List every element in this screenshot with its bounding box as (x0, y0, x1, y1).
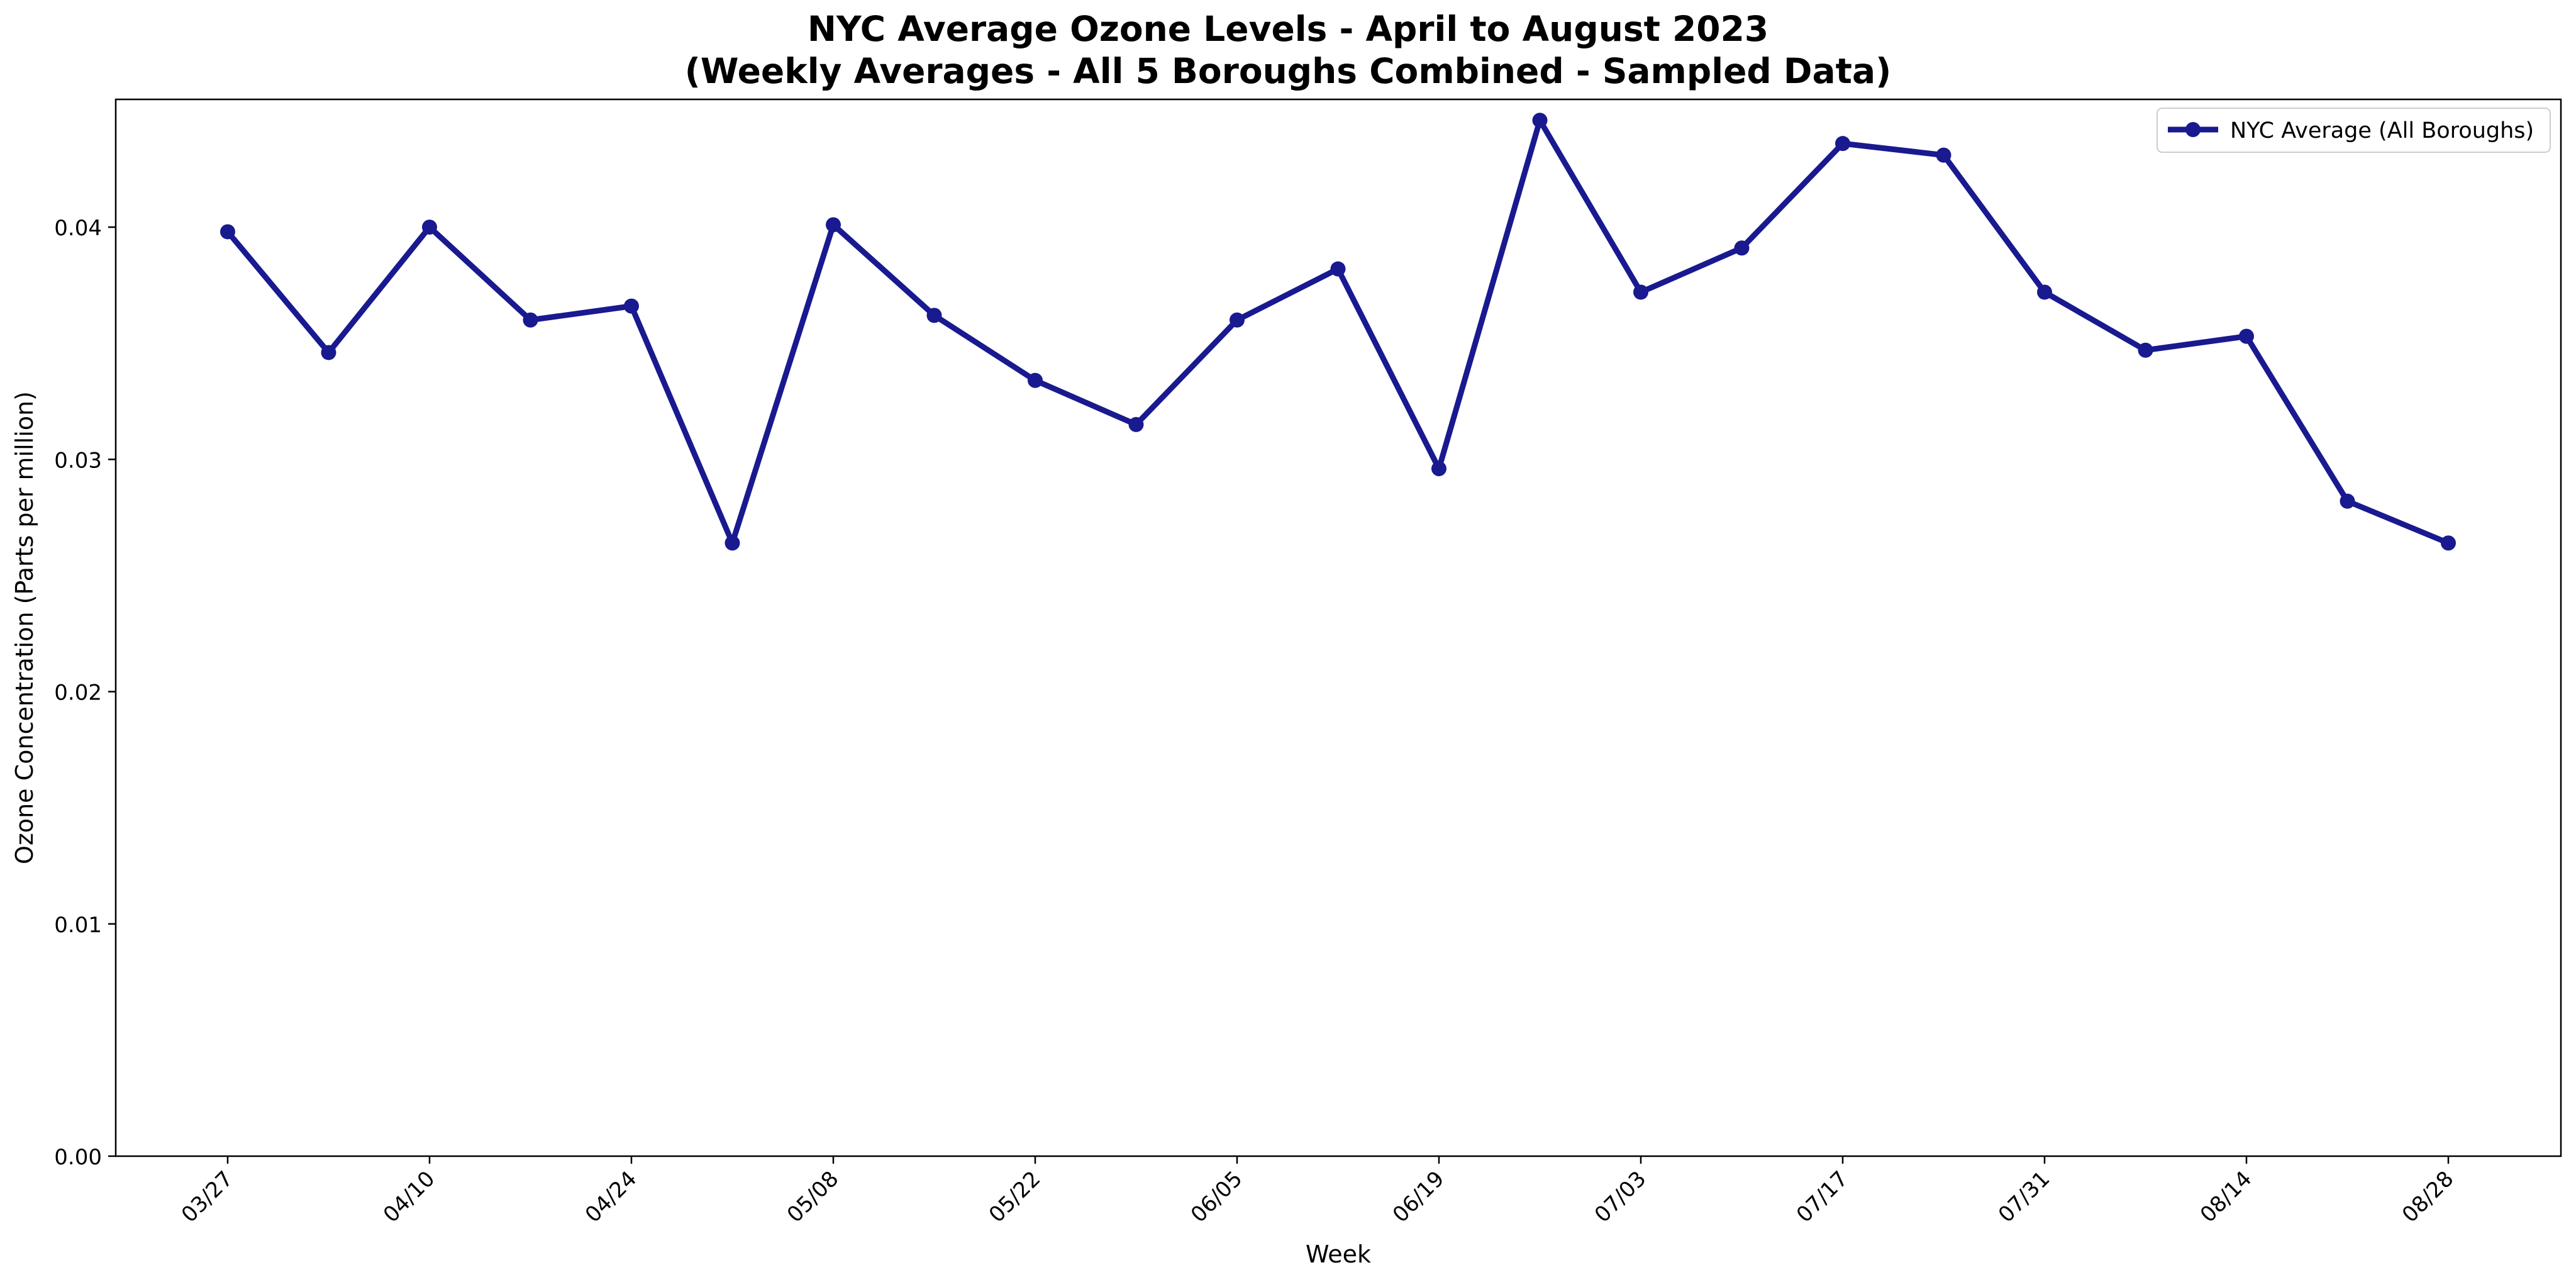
data-point (321, 345, 336, 360)
data-point (1936, 147, 1951, 163)
data-point (220, 224, 235, 240)
series-group (220, 113, 2456, 551)
data-point (1330, 261, 1346, 277)
y-axis-label: Ozone Concentration (Parts per million) (11, 391, 38, 864)
data-point (2239, 328, 2254, 344)
legend-point-marker (2185, 122, 2201, 137)
y-tick-label: 0.00 (54, 1145, 102, 1170)
data-point (826, 217, 841, 233)
chart-title-line-2: (Weekly Averages - All 5 Boroughs Combin… (685, 51, 1891, 91)
data-point (2037, 284, 2052, 300)
data-point (1734, 240, 1750, 256)
y-tick-label: 0.01 (54, 913, 102, 938)
data-point (2138, 342, 2153, 358)
data-point (724, 535, 740, 551)
data-point (1431, 461, 1446, 477)
plot-frame (114, 98, 2562, 1157)
legend-label: NYC Average (All Boroughs) (2230, 118, 2534, 143)
data-point (1128, 416, 1144, 432)
legend: NYC Average (All Boroughs) (2157, 108, 2551, 153)
data-point (2340, 493, 2355, 509)
chart-title-line-1: NYC Average Ozone Levels - April to Augu… (808, 9, 1768, 49)
data-point (624, 298, 639, 314)
y-axis: 0.00 0.01 0.02 0.03 0.04 (54, 216, 116, 1170)
y-tick-label: 0.02 (54, 681, 102, 706)
data-point (926, 308, 942, 323)
data-point (1835, 136, 1850, 152)
data-point (422, 220, 437, 235)
data-point (1633, 284, 1648, 300)
data-point (523, 312, 538, 328)
y-tick-label: 0.03 (54, 448, 102, 473)
y-tick-label: 0.04 (54, 216, 102, 241)
x-axis-label: Week (1306, 1240, 1371, 1268)
data-point (1028, 372, 1043, 388)
data-point (2441, 535, 2456, 551)
data-point (1532, 113, 1548, 128)
data-point (1230, 312, 1245, 328)
legend-frame (2157, 108, 2551, 153)
